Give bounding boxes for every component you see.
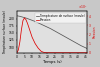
Pression: [50, 52, 51, 53]
Pression: [53, 52, 54, 53]
Line: Pression: Pression: [17, 18, 87, 53]
Température de surface (moule): [53, 30, 54, 31]
Y-axis label: Pression: Pression: [92, 26, 96, 38]
Température de surface (moule): [28, 19, 30, 20]
Line: Température de surface (moule): Température de surface (moule): [17, 16, 87, 49]
X-axis label: Temps (s): Temps (s): [43, 59, 61, 64]
Température de surface (moule): [65, 37, 66, 38]
Température de surface (moule): [19, 16, 20, 17]
Température de surface (moule): [71, 40, 72, 41]
Température de surface (moule): [86, 48, 88, 49]
Pression: [52, 52, 53, 53]
Pression: [24, 17, 25, 18]
Température de surface (moule): [32, 20, 33, 21]
Pression: [47, 52, 48, 53]
Text: $\times10^7$: $\times10^7$: [78, 4, 87, 11]
Pression: [51, 52, 53, 53]
Y-axis label: Température surface (moule): Température surface (moule): [4, 10, 8, 54]
Pression: [30, 32, 31, 33]
Pression: [62, 52, 63, 53]
Température de surface (moule): [41, 24, 42, 25]
Pression: [19, 41, 20, 42]
Pression: [32, 37, 33, 38]
Pression: [27, 23, 28, 24]
Température de surface (moule): [47, 27, 48, 28]
Température de surface (moule): [74, 42, 75, 43]
Pression: [22, 20, 24, 21]
Pression: [44, 52, 45, 53]
Pression: [38, 48, 39, 49]
Température de surface (moule): [22, 17, 24, 18]
Legend: Température de surface (moule), Pression: Température de surface (moule), Pression: [35, 13, 86, 23]
Température de surface (moule): [44, 25, 45, 26]
Température de surface (moule): [38, 22, 39, 23]
Température de surface (moule): [80, 45, 82, 46]
Température de surface (moule): [34, 21, 36, 22]
Pression: [21, 29, 22, 30]
Température de surface (moule): [50, 28, 51, 29]
Température de surface (moule): [59, 33, 60, 34]
Pression: [16, 52, 17, 53]
Température de surface (moule): [16, 15, 17, 16]
Pression: [86, 52, 88, 53]
Température de surface (moule): [62, 35, 63, 36]
Température de surface (moule): [68, 38, 69, 39]
Pression: [54, 52, 56, 53]
Pression: [34, 43, 36, 44]
Pression: [25, 19, 27, 20]
Pression: [41, 51, 42, 52]
